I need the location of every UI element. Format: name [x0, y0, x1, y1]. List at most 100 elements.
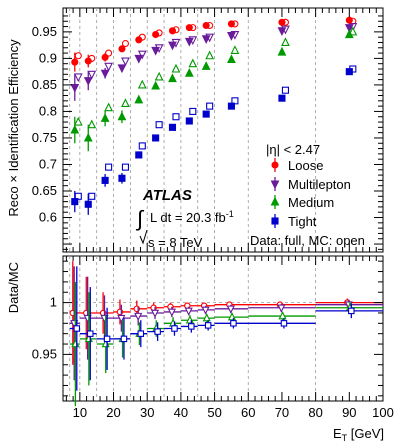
x-tick-label: 20	[106, 405, 120, 420]
y-tick-label-top: 0.75	[32, 130, 57, 145]
data-point-medium	[134, 94, 144, 104]
ratio-point-tight	[137, 330, 145, 337]
ratio-point-tight	[120, 335, 128, 343]
mc-point-medium	[281, 37, 290, 47]
data-point-tight	[227, 102, 235, 110]
legend-header: |η| < 2.47	[266, 142, 320, 157]
y-tick-label-top: 0.9	[39, 50, 57, 65]
mc-point-tight	[121, 163, 129, 171]
x-axis-title: ET [GeV]	[333, 426, 384, 443]
data-point-medium	[151, 80, 161, 90]
mc-point-loose	[121, 39, 129, 48]
data-point-loose	[168, 27, 177, 35]
x-tick-label: 10	[73, 405, 87, 420]
data-point-medium	[168, 73, 177, 83]
ratio-point-medium	[202, 313, 211, 322]
ratio-point-multilepton	[117, 314, 126, 324]
ratio-point-tight	[73, 325, 81, 332]
y-tick-label-top: 0.95	[32, 24, 57, 39]
data-point-multilepton	[344, 24, 354, 33]
x-tick-label: 60	[241, 405, 255, 420]
mc-point-medium	[188, 58, 198, 68]
data-point-tight	[185, 117, 193, 125]
mc-point-multilepton	[104, 62, 113, 72]
y-tick-label-bottom: 0.95	[32, 346, 57, 361]
data-point-multilepton	[184, 37, 194, 47]
data-point-multilepton	[117, 64, 127, 74]
legend-entry-medium: Medium	[288, 195, 334, 210]
data-point-multilepton	[227, 32, 236, 41]
data-point-multilepton	[168, 41, 177, 51]
data-point-medium	[344, 29, 354, 39]
ratio-point-tight	[87, 330, 94, 337]
mc-point-tight	[88, 192, 96, 200]
ratio-point-tight	[348, 307, 355, 315]
grid-lines	[63, 8, 383, 401]
x-tick-label: 100	[372, 405, 394, 420]
atlas-label: ATLAS ∫ L dt = 20.3 fb-1 s = 8 TeV	[135, 187, 234, 250]
mc-point-medium	[205, 50, 215, 60]
lumi-exponent: -1	[226, 209, 234, 219]
ratio-point-tight	[204, 322, 212, 329]
y-tick-label-bottom: 1	[50, 295, 57, 310]
data-point-loose	[118, 45, 126, 53]
x-tick-label: 50	[207, 405, 221, 420]
x-tick-label: 40	[174, 405, 188, 420]
data-point-tight	[135, 151, 143, 159]
data-point-multilepton	[100, 69, 110, 79]
legend-markers	[270, 158, 280, 228]
atlas-experiment: ATLAS	[142, 187, 192, 204]
legend-marker-multilepton	[270, 180, 280, 190]
data-point-loose	[202, 21, 210, 30]
ratio-point-medium	[278, 311, 287, 320]
axis-tick-labels: 10 20 30 40 50 60 70 80 90 100 0.6 0.65 0.7 0.75 0.8 0.…	[32, 24, 394, 420]
ratio-point-multilepton	[167, 308, 176, 317]
ratio-point-tight	[103, 335, 111, 343]
data-point-multilepton	[83, 77, 93, 86]
top-plot-frame	[62, 7, 384, 253]
data-point-multilepton	[134, 54, 144, 64]
mc-point-medium	[104, 102, 113, 112]
y-tick-label-top: 0.85	[32, 77, 57, 92]
ratio-point-multilepton	[150, 309, 160, 318]
data-point-medium	[83, 132, 93, 142]
legend-marker-medium	[270, 196, 280, 206]
mc-point-tight	[281, 86, 289, 94]
x-tick-label: 70	[275, 405, 289, 420]
data-point-tight	[152, 134, 160, 142]
data-point-multilepton	[277, 27, 287, 37]
legend-marker-tight	[271, 217, 279, 225]
mc-point-medium	[73, 116, 83, 126]
mc-point-tight	[155, 121, 163, 129]
x-tick-label: 30	[140, 405, 154, 420]
mc-point-tight	[105, 163, 113, 171]
data-point-multilepton	[70, 84, 80, 93]
lumi-prefix: L dt = 20.3 fb	[150, 210, 226, 225]
y-tick-label-top: 0.6	[39, 210, 57, 225]
x-axis-title-main: E	[333, 426, 342, 441]
mc-point-medium	[137, 79, 147, 89]
data-point-medium	[184, 68, 194, 77]
bottom-plot-frame	[62, 255, 384, 402]
data-point-medium	[201, 61, 211, 70]
mc-point-tight	[138, 142, 146, 150]
top-y-axis-title: Reco × Identification Efficiency	[6, 39, 21, 217]
x-axis-title-sub: T	[342, 433, 348, 443]
mc-point-loose	[74, 52, 82, 60]
ratio-point-tight	[188, 323, 195, 330]
y-tick-label-top: 0.7	[39, 156, 57, 171]
data-point-tight	[345, 68, 353, 76]
ratio-point-multilepton	[226, 305, 235, 314]
data-point-loose	[101, 53, 109, 61]
data-points	[70, 16, 354, 215]
sqrt-sign	[139, 229, 148, 245]
axis-ticks	[63, 8, 384, 401]
svg-text:ET [GeV]: ET [GeV]	[333, 426, 384, 443]
mc-point-multilepton	[73, 73, 83, 83]
data-point-loose	[135, 36, 143, 44]
mc-point-multilepton	[137, 50, 147, 60]
data-point-medium	[277, 46, 287, 56]
legend-entry-tight: Tight	[288, 214, 317, 229]
mc-point-multilepton	[87, 70, 97, 80]
